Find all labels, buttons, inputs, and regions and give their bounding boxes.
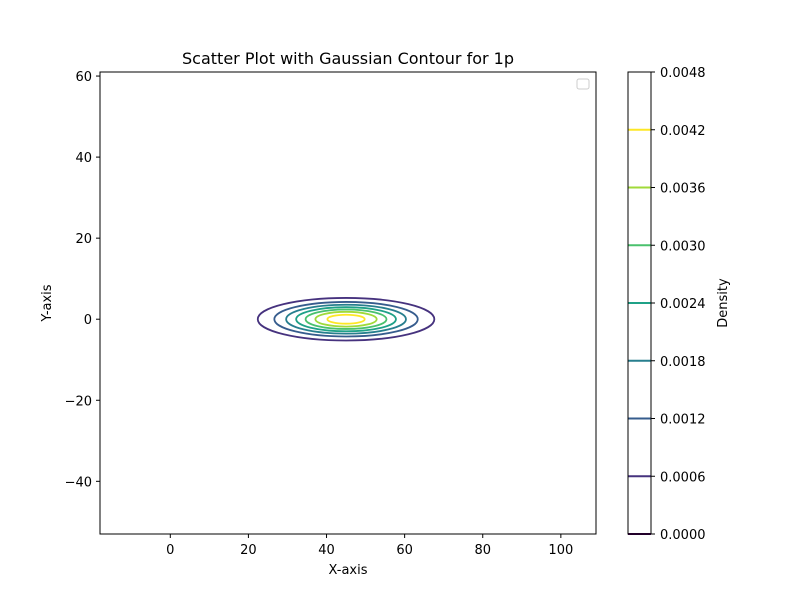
colorbar-tick-label: 0.0036 bbox=[660, 182, 706, 197]
x-axis-label: X-axis bbox=[329, 563, 368, 578]
contour-level-4 bbox=[295, 306, 397, 333]
colorbar-tick-label: 0.0018 bbox=[660, 355, 706, 370]
colorbar-tick-label: 0.0024 bbox=[660, 297, 706, 312]
contour-level-2 bbox=[273, 301, 419, 338]
contour-lines bbox=[256, 297, 436, 342]
y-tick-label: 40 bbox=[75, 151, 92, 166]
x-tick-label: 40 bbox=[318, 543, 335, 558]
colorbar-tick-label: 0.0006 bbox=[660, 470, 706, 485]
colorbar-label: Density bbox=[716, 278, 731, 328]
colorbar-ticks: 0.0000 0.0006 0.0012 0.0018 0.0024 0.0030 0.00… bbox=[651, 66, 706, 543]
chart-title: Scatter Plot with Gaussian Contour for 1… bbox=[182, 49, 514, 68]
y-tick-label: 60 bbox=[75, 70, 92, 85]
x-tick-label: 80 bbox=[474, 543, 491, 558]
y-tick-label: 0 bbox=[84, 313, 92, 328]
plot-area: 0 20 40 60 80 100 −40 −20 0 20 40 60 bbox=[65, 70, 597, 558]
contour-level-3 bbox=[285, 303, 407, 335]
y-tick-label: 20 bbox=[75, 232, 92, 247]
legend-box bbox=[576, 78, 590, 90]
colorbar: 0.0000 0.0006 0.0012 0.0018 0.0024 0.0030 0.00… bbox=[627, 66, 731, 543]
y-axis-ticks: −40 −20 0 20 40 60 bbox=[65, 70, 100, 490]
x-axis-ticks: 0 20 40 60 80 100 bbox=[166, 534, 573, 558]
plot-frame bbox=[99, 71, 597, 535]
y-tick-label: −40 bbox=[65, 475, 92, 490]
colorbar-tick-label: 0.0042 bbox=[660, 124, 706, 139]
x-tick-label: 0 bbox=[166, 543, 174, 558]
x-tick-label: 100 bbox=[548, 543, 573, 558]
colorbar-tick-label: 0.0012 bbox=[660, 413, 706, 428]
y-tick-label: −20 bbox=[65, 394, 92, 409]
y-axis-label: Y-axis bbox=[40, 284, 55, 322]
x-tick-label: 60 bbox=[396, 543, 413, 558]
contour-level-1 bbox=[256, 297, 436, 342]
colorbar-tick-label: 0.0048 bbox=[660, 66, 706, 81]
x-tick-label: 20 bbox=[240, 543, 257, 558]
colorbar-tick-label: 0.0030 bbox=[660, 239, 706, 254]
colorbar-level-lines bbox=[628, 128, 651, 535]
contour-level-7 bbox=[326, 313, 366, 325]
colorbar-tick-label: 0.0000 bbox=[660, 528, 706, 543]
contour-level-5 bbox=[304, 308, 388, 330]
contour-level-6 bbox=[314, 310, 378, 328]
